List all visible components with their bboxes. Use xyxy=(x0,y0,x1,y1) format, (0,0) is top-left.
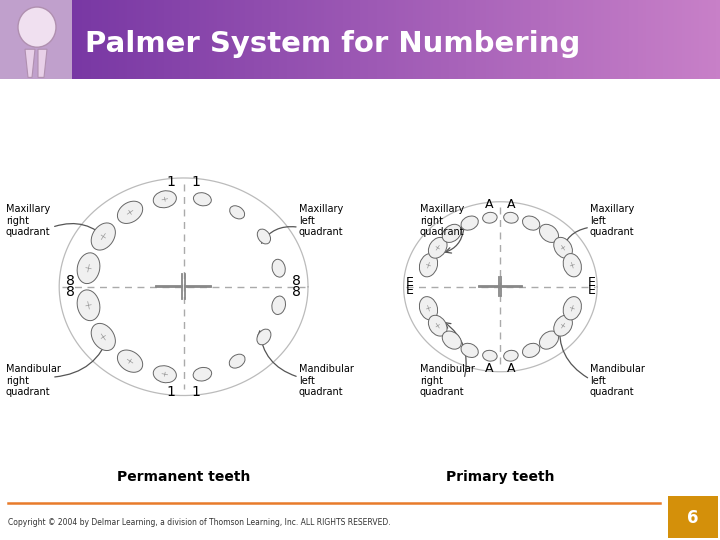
Ellipse shape xyxy=(272,259,285,277)
Ellipse shape xyxy=(523,216,540,230)
Ellipse shape xyxy=(563,254,582,277)
Text: E: E xyxy=(405,276,413,289)
FancyBboxPatch shape xyxy=(668,496,718,538)
Text: 1: 1 xyxy=(167,385,176,399)
Ellipse shape xyxy=(257,329,271,345)
Ellipse shape xyxy=(272,296,286,314)
Ellipse shape xyxy=(230,206,245,219)
Ellipse shape xyxy=(539,224,559,242)
Text: E: E xyxy=(588,276,595,289)
Text: Maxillary
right
quadrant: Maxillary right quadrant xyxy=(420,204,464,238)
Text: Primary teeth: Primary teeth xyxy=(446,470,554,484)
Ellipse shape xyxy=(442,224,462,242)
Ellipse shape xyxy=(523,343,540,357)
Ellipse shape xyxy=(117,350,143,372)
Text: E: E xyxy=(588,285,595,298)
Text: Palmer System for Numbering: Palmer System for Numbering xyxy=(85,30,580,58)
Polygon shape xyxy=(25,49,35,77)
Ellipse shape xyxy=(153,191,176,208)
Ellipse shape xyxy=(77,253,100,284)
Ellipse shape xyxy=(257,229,271,244)
Text: A: A xyxy=(508,198,516,211)
Ellipse shape xyxy=(554,238,572,258)
Text: 8: 8 xyxy=(292,285,302,299)
Ellipse shape xyxy=(504,212,518,223)
Polygon shape xyxy=(38,49,47,77)
Text: 1: 1 xyxy=(167,174,176,188)
Ellipse shape xyxy=(482,350,497,361)
Ellipse shape xyxy=(117,201,143,224)
Ellipse shape xyxy=(482,212,497,223)
Ellipse shape xyxy=(419,254,438,277)
Ellipse shape xyxy=(539,331,559,349)
Ellipse shape xyxy=(461,343,478,357)
Ellipse shape xyxy=(554,315,572,336)
Ellipse shape xyxy=(563,296,582,320)
Text: Mandibular
right
quadrant: Mandibular right quadrant xyxy=(420,364,475,397)
Ellipse shape xyxy=(91,323,115,350)
Text: Mandibular
left
quadrant: Mandibular left quadrant xyxy=(299,364,354,397)
Text: 8: 8 xyxy=(66,285,75,299)
Ellipse shape xyxy=(77,290,100,321)
Ellipse shape xyxy=(428,238,447,258)
Ellipse shape xyxy=(193,367,212,381)
Ellipse shape xyxy=(461,216,478,230)
Text: Maxillary
right
quadrant: Maxillary right quadrant xyxy=(6,204,50,238)
Ellipse shape xyxy=(442,331,462,349)
Ellipse shape xyxy=(194,193,212,206)
Ellipse shape xyxy=(153,366,176,383)
Ellipse shape xyxy=(91,223,115,250)
Text: A: A xyxy=(508,362,516,375)
Text: E: E xyxy=(405,285,413,298)
Ellipse shape xyxy=(229,354,245,368)
Ellipse shape xyxy=(428,315,447,336)
Text: 6: 6 xyxy=(688,509,698,527)
Text: Copyright © 2004 by Delmar Learning, a division of Thomson Learning, Inc. ALL RI: Copyright © 2004 by Delmar Learning, a d… xyxy=(8,517,391,526)
Ellipse shape xyxy=(504,350,518,361)
Text: Mandibular
right
quadrant: Mandibular right quadrant xyxy=(6,364,61,397)
Text: A: A xyxy=(485,198,493,211)
Text: Permanent teeth: Permanent teeth xyxy=(117,470,251,484)
Text: Mandibular
left
quadrant: Mandibular left quadrant xyxy=(590,364,645,397)
Ellipse shape xyxy=(419,296,438,320)
Text: 8: 8 xyxy=(66,274,75,288)
Text: 1: 1 xyxy=(192,385,200,399)
FancyBboxPatch shape xyxy=(0,0,72,79)
Ellipse shape xyxy=(18,7,56,47)
Text: A: A xyxy=(485,362,493,375)
Text: Maxillary
left
quadrant: Maxillary left quadrant xyxy=(299,204,343,238)
Text: 1: 1 xyxy=(192,174,200,188)
Text: Maxillary
left
quadrant: Maxillary left quadrant xyxy=(590,204,634,238)
Text: 8: 8 xyxy=(292,274,302,288)
